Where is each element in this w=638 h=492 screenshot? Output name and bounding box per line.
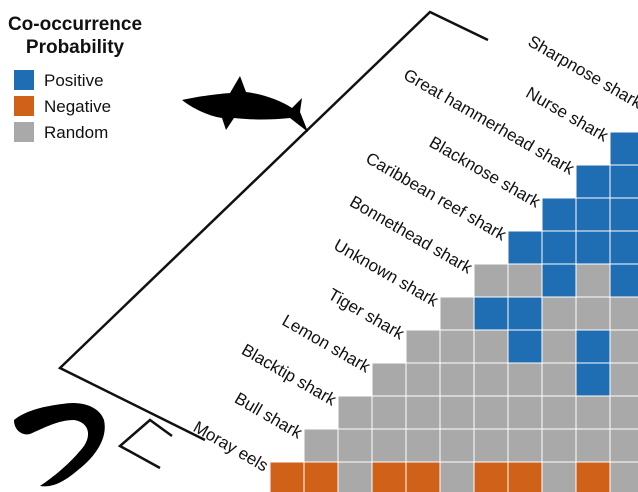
cell [609,362,638,397]
cell [541,362,577,397]
cell [609,131,638,166]
cell [575,263,611,298]
cell [337,395,373,430]
cell [541,263,577,298]
cell [473,296,509,331]
cell [439,362,475,397]
legend-label: Positive [44,71,104,90]
shark-icon [182,76,308,132]
cell [405,329,441,364]
cell [439,329,475,364]
cell [541,461,577,492]
cell [405,461,441,492]
chart-title: Co-occurrence [8,14,142,35]
cell [507,296,543,331]
cell [439,395,475,430]
cell [507,362,543,397]
cell [371,362,407,397]
shark-bracket [57,10,489,442]
cell [405,395,441,430]
cell [575,428,611,463]
cell [541,329,577,364]
row-label: Nurse shark [523,83,612,146]
cell [575,461,611,492]
cell [371,461,407,492]
cell [507,263,543,298]
cell [371,395,407,430]
cell [371,428,407,463]
row-label: Moray eels [190,417,272,475]
legend-label: Negative [44,97,111,116]
legend-label: Random [44,123,108,142]
cell [269,461,305,492]
cell [575,362,611,397]
cell [439,461,475,492]
cell [541,230,577,265]
cell [439,428,475,463]
cell [405,362,441,397]
cell [609,197,638,232]
cell [473,362,509,397]
cell [473,263,509,298]
cell [473,395,509,430]
cell [609,230,638,265]
legend-swatch [14,122,34,142]
cell [609,395,638,430]
cell [609,329,638,364]
cell [609,461,638,492]
cell [609,164,638,199]
legend-swatch [14,96,34,116]
eel-icon [14,402,105,487]
cell [303,428,339,463]
cell [575,164,611,199]
cell [439,296,475,331]
cell [507,461,543,492]
cell [507,329,543,364]
cell [507,395,543,430]
row-label: Tiger shark [325,285,408,344]
cell [473,428,509,463]
cell [575,296,611,331]
cell [541,296,577,331]
cell [507,230,543,265]
cell [575,395,611,430]
row-label: Bull shark [231,389,306,443]
cell [337,428,373,463]
cell [541,428,577,463]
cell [541,197,577,232]
cell [575,197,611,232]
legend-swatch [14,70,34,90]
eel-bracket [117,418,173,470]
chart-title: Probability [26,37,125,58]
cell [473,461,509,492]
cell [507,428,543,463]
cell [303,461,339,492]
cell [609,428,638,463]
cell [541,395,577,430]
row-label: Great hammerhead shark [400,65,578,179]
cell [405,428,441,463]
cell [575,230,611,265]
cell [609,263,638,298]
cell [473,329,509,364]
brackets [57,10,489,470]
cell [337,461,373,492]
cell [609,296,638,331]
cell [575,329,611,364]
